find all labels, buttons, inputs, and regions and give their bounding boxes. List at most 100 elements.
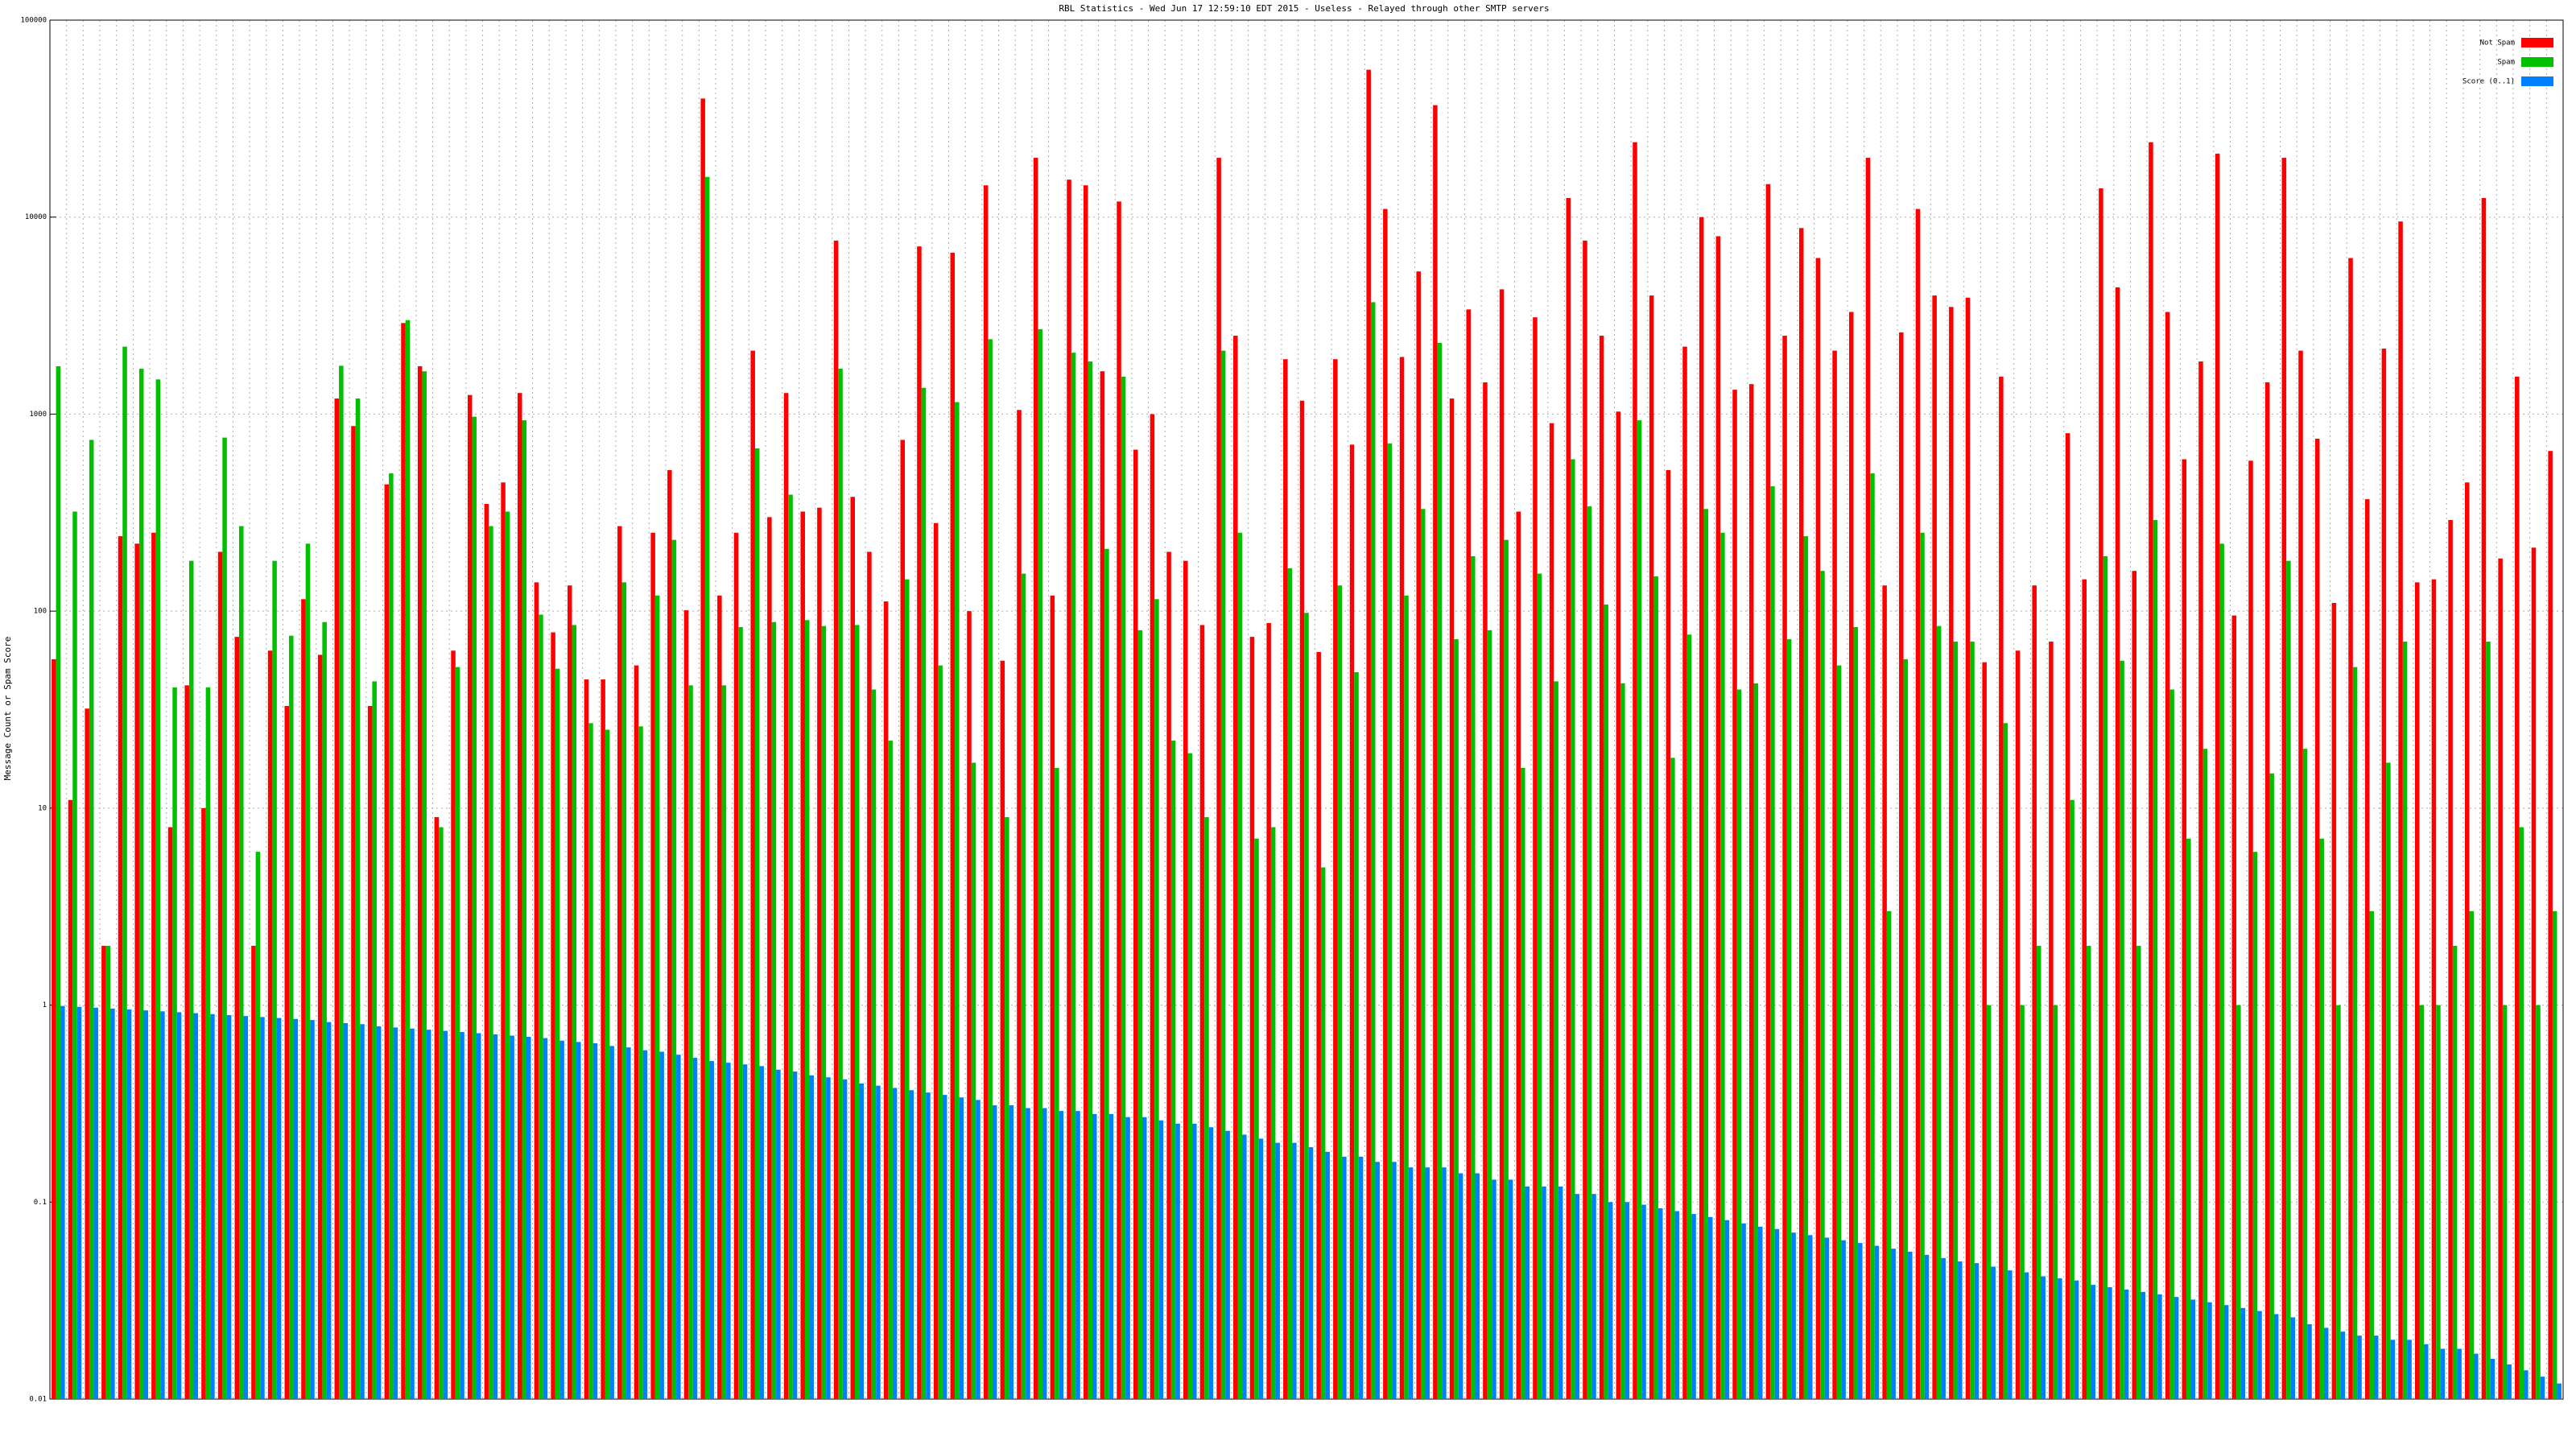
bar [243,1016,249,1399]
bar [1525,1186,1530,1399]
bar [155,379,161,1399]
bar [1841,1240,1846,1399]
bar [1117,201,1121,1399]
bar [1886,910,1892,1399]
bar [2490,1359,2496,1399]
bar [410,1028,415,1399]
bar [2515,376,2520,1399]
bar [193,1013,199,1399]
bar [93,1007,98,1399]
bar [1936,625,1942,1399]
bar [551,632,555,1399]
bar [659,1051,664,1399]
bar [2115,287,2120,1399]
bar [650,532,655,1399]
bar [1587,506,1592,1399]
bar [2273,1314,2279,1399]
bar [1466,309,1471,1399]
bar [859,1083,865,1399]
bar [439,827,444,1399]
bar [2352,667,2358,1399]
bar [1083,185,1088,1400]
bar [1757,1226,1763,1399]
bar [621,582,627,1399]
bar [1770,486,1775,1400]
bar [900,440,906,1399]
bar [788,494,793,1399]
bar [1748,384,1754,1400]
bar [1620,683,1625,1399]
bar [2436,1005,2441,1399]
bar [1504,539,1509,1400]
bar [1599,336,1604,1399]
bar [1554,681,1558,1399]
bar [2049,642,2054,1399]
bar [239,526,244,1399]
bar [2419,1005,2425,1399]
bar [576,1042,581,1399]
bar [1549,423,1554,1399]
bar [642,1050,648,1399]
bar [184,685,189,1399]
bar [1575,1194,1580,1399]
bar [1516,511,1521,1400]
bar [1342,1156,1347,1399]
bar [838,369,843,1399]
bar [1508,1179,1513,1399]
bar [534,582,539,1399]
bar [967,611,972,1399]
bar [2020,1005,2025,1399]
bar [1437,342,1443,1400]
bar [2331,603,2337,1399]
bar [1000,660,1005,1399]
bar [1724,1220,1730,1399]
bar [1965,297,1971,1399]
bar [217,551,223,1399]
bar [472,416,477,1399]
bar [201,807,206,1399]
bar [1420,509,1426,1399]
bar [2065,433,2070,1400]
y-tick-label: 100000 [20,17,47,25]
bar [1275,1142,1280,1399]
bar [2186,838,2191,1399]
bar [2502,1005,2508,1399]
bar [1254,838,1259,1399]
bar [921,387,927,1399]
bar [2457,1348,2462,1399]
bar [1154,599,1159,1399]
bar [1741,1223,1746,1399]
bar [1974,1263,1979,1399]
bar [1941,1257,1946,1399]
bar [1299,400,1305,1399]
bar [1425,1167,1430,1399]
bar [1616,411,1621,1399]
bar [1583,240,1587,1400]
bar [909,1090,914,1399]
bar [2149,142,2153,1400]
bar [317,654,323,1399]
bar [783,393,789,1399]
bar [721,685,727,1399]
bar [2074,1280,2079,1399]
bar [1670,758,1675,1399]
bar [671,539,677,1400]
bar [305,543,311,1399]
bar [1686,634,1692,1399]
bar [759,1066,764,1399]
bar [1104,548,1109,1400]
bar [226,1014,232,1399]
bar [72,511,77,1400]
bar [1982,662,1987,1399]
bar [976,1100,980,1399]
bar [1142,1117,1147,1399]
bar [2124,1289,2129,1399]
bar [1624,1202,1630,1399]
bar [1150,414,1155,1399]
bar [1408,1167,1414,1399]
bar [372,681,377,1399]
y-tick-label: 10 [38,804,47,812]
bar [1637,420,1642,1399]
bar [1133,449,1138,1399]
